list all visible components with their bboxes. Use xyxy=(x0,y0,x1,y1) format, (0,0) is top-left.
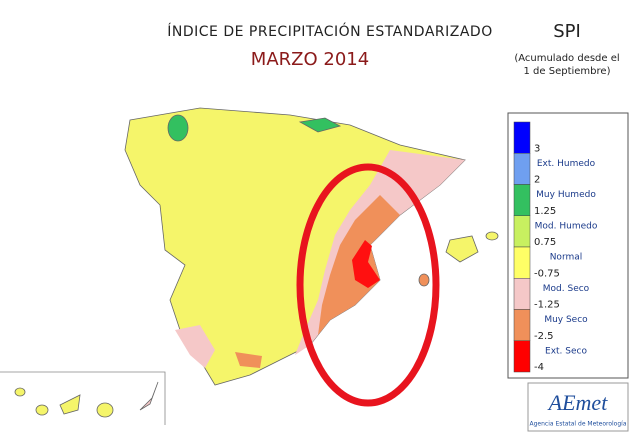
wet-moderate xyxy=(298,117,342,133)
legend-label: Normal xyxy=(550,253,583,263)
legend-swatch xyxy=(513,215,531,248)
legend-tick: 2 xyxy=(534,175,540,186)
legend-label: Muy Humedo xyxy=(536,190,596,200)
legend-label: Mod. Humedo xyxy=(535,221,598,231)
legend-label: Ext. Seco xyxy=(545,346,587,356)
legend-swatch xyxy=(513,121,531,154)
legend-swatch xyxy=(513,278,531,310)
legend-label: Muy Seco xyxy=(544,315,588,325)
legend-swatch xyxy=(513,340,531,373)
wet-moderate xyxy=(167,114,189,142)
ibiza xyxy=(418,273,430,287)
title: ÍNDICE DE PRECIPITACIÓN ESTANDARIZADO xyxy=(167,22,492,40)
island xyxy=(59,394,81,415)
logo: AEmet xyxy=(547,390,609,415)
legend-swatch xyxy=(513,309,531,341)
legend-label: Mod. Seco xyxy=(543,284,590,294)
legend-swatch xyxy=(513,246,531,279)
legend-tick: 1.25 xyxy=(534,206,556,217)
island xyxy=(96,402,114,418)
legend-label: Ext. Humedo xyxy=(537,159,596,169)
legend-tick: -2.5 xyxy=(534,331,554,342)
logo-agency: Agencia Estatal de Meteorología xyxy=(530,421,627,428)
index-name: SPI xyxy=(553,21,581,42)
island xyxy=(35,404,49,416)
legend-tick: -1.25 xyxy=(534,300,560,311)
legend-tick: 3 xyxy=(534,143,540,154)
dry-extreme xyxy=(352,240,380,288)
mallorca xyxy=(445,235,479,263)
inset-frame xyxy=(0,371,166,425)
subtitle: MARZO 2014 xyxy=(251,49,369,70)
island xyxy=(139,381,159,411)
note: 1 de Septiembre) xyxy=(524,66,611,77)
legend-swatch xyxy=(513,184,531,216)
dry-moderate xyxy=(175,325,215,368)
legend-swatch xyxy=(513,153,531,185)
legend-tick: -4 xyxy=(534,362,544,373)
highlight-ellipse xyxy=(296,163,440,407)
logo-frame xyxy=(527,382,629,432)
legend-tick: 0.75 xyxy=(534,237,556,248)
menorca xyxy=(485,231,499,241)
island xyxy=(14,387,26,397)
canary-islands xyxy=(0,371,166,425)
note: (Acumulado desde el xyxy=(514,53,619,64)
spain-map xyxy=(124,107,499,386)
legend-tick: -0.75 xyxy=(534,268,560,279)
legend: 3 2 1.25 0.75 -0.75 -1.25 -2.5 -4 Ext. Humedo Muy… xyxy=(513,121,598,373)
dry-severe xyxy=(235,352,262,368)
